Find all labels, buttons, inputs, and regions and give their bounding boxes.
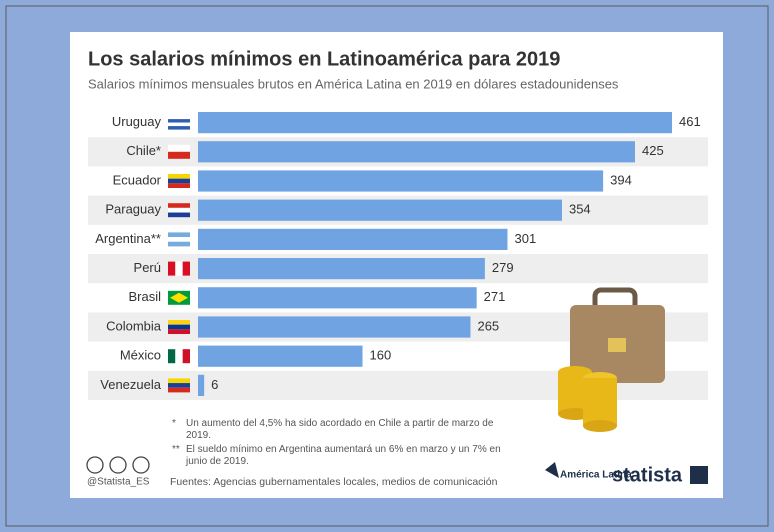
bar (198, 141, 635, 163)
flag (168, 320, 190, 325)
bar (198, 199, 562, 221)
value-label: 265 (477, 318, 499, 333)
flag (168, 261, 176, 276)
flag (168, 151, 190, 159)
footnote-text: Un aumento del 4,5% ha sido acordado en … (186, 418, 494, 441)
category-label: Paraguay (105, 202, 161, 217)
flag (168, 329, 190, 334)
bar (198, 228, 508, 250)
flag (182, 349, 190, 364)
flag (175, 261, 183, 276)
bar (198, 170, 604, 192)
category-label: Chile* (126, 143, 161, 158)
flag (168, 203, 190, 208)
flag (182, 261, 190, 276)
value-label: 279 (492, 260, 514, 275)
credit: @Statista_ES (87, 477, 150, 488)
value-label: 160 (370, 348, 392, 363)
partner: América Latina (560, 470, 632, 481)
license-icons (86, 456, 150, 474)
footnote-text: El sueldo mínimo en Argentina aumentará … (186, 444, 501, 467)
footnote-mark: ** (172, 444, 180, 455)
chart-title: Los salarios mínimos en Latinoamérica pa… (88, 48, 560, 70)
bar (198, 374, 205, 396)
category-label: México (120, 348, 161, 363)
footnote-mark: * (172, 418, 176, 429)
flag (168, 122, 190, 127)
flag (168, 378, 190, 384)
chart-subtitle: Salarios mínimos mensuales brutos en Amé… (88, 76, 619, 91)
flag (168, 207, 190, 213)
flag (168, 212, 190, 218)
value-label: 354 (569, 202, 591, 217)
flag (168, 241, 190, 247)
flag (168, 174, 190, 179)
value-label: 301 (514, 231, 536, 246)
flag (168, 178, 190, 184)
category-label: Colombia (106, 318, 162, 333)
value-label: 6 (211, 377, 218, 392)
flag (175, 349, 183, 364)
briefcase (558, 287, 665, 432)
flag (168, 144, 190, 152)
category-label: Brasil (128, 289, 161, 304)
flag (168, 383, 190, 388)
category-label: Ecuador (113, 172, 162, 187)
value-label: 425 (642, 143, 664, 158)
frame (5, 5, 769, 527)
bar (198, 258, 485, 280)
brand-icon (690, 466, 708, 484)
value-label: 394 (610, 172, 632, 187)
category-label: Perú (134, 260, 161, 275)
category-label: Uruguay (112, 114, 162, 129)
flag (168, 387, 190, 393)
category-label: Argentina** (95, 231, 161, 246)
flag (168, 119, 190, 123)
flag (168, 324, 190, 330)
source: Fuentes: Agencias gubernamentales locale… (170, 476, 498, 488)
flag (168, 115, 190, 120)
flag (168, 237, 190, 242)
footnote: ** El sueldo mínimo en Argentina aumentar… (172, 444, 512, 468)
bar (198, 345, 363, 367)
footnote: * Un aumento del 4,5% ha sido acordado en… (172, 418, 512, 442)
flag (168, 349, 176, 364)
bar (198, 287, 477, 309)
value-label: 271 (484, 289, 506, 304)
bar (198, 316, 471, 338)
flag (170, 292, 188, 303)
flag (168, 183, 190, 188)
value-label: 461 (679, 114, 701, 129)
flag (168, 126, 190, 130)
flag (168, 232, 190, 238)
brand: statista (612, 464, 683, 486)
category-label: Venezuela (100, 377, 161, 392)
bar (198, 112, 672, 134)
partner-logo (545, 462, 559, 478)
